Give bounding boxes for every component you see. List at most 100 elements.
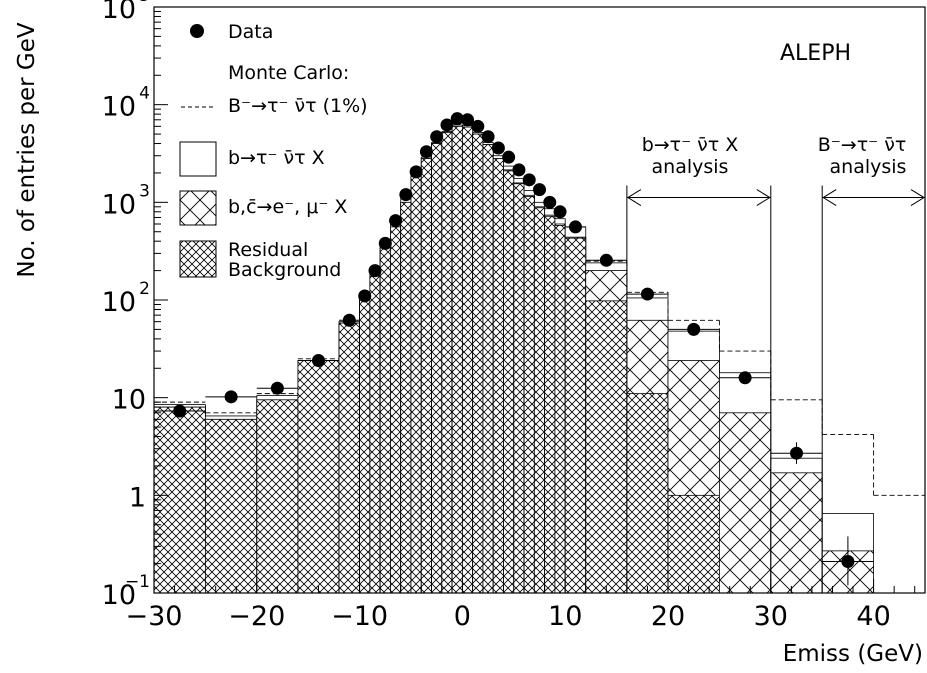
data-point-3 — [311, 354, 325, 368]
data-point-19 — [502, 150, 516, 164]
bar-residual-15 — [461, 126, 474, 594]
excl-analysis-title: B⁻→τ⁻ ν̄τ — [818, 134, 907, 156]
legend-lepton-swatch — [179, 190, 217, 226]
legend-data-label: Data — [228, 21, 273, 43]
y-tick-exp-0: −1 — [125, 572, 150, 592]
legend-mc-header: Monte Carlo: — [228, 62, 349, 84]
data-point-20 — [512, 163, 526, 177]
y-tick-label-6: 10 — [102, 0, 136, 25]
bar-lepton-30 — [770, 472, 823, 594]
bar-residual-18 — [492, 158, 504, 594]
legend-btaunu-swatch — [179, 141, 217, 177]
x-tick-label-0: −30 — [126, 601, 183, 632]
bar-residual-23 — [544, 215, 556, 594]
data-point-18 — [491, 141, 505, 155]
data-point-17 — [481, 130, 495, 144]
bar-residual-10 — [410, 175, 422, 594]
legend-signal-label: B⁻→τ⁻ ν̄τ (1%) — [228, 95, 368, 117]
data-point-7 — [378, 236, 392, 250]
bar-residual-25 — [564, 237, 587, 594]
y-tick-exp-3: 2 — [139, 279, 150, 299]
excl-region-arrow-left-head — [822, 189, 837, 206]
x-tick-label-7: 40 — [856, 601, 890, 632]
bar-residual-4 — [338, 322, 361, 594]
bar-residual-0 — [153, 406, 206, 594]
aleph-label: ALEPH — [780, 41, 851, 66]
legend-btaunu-label: b→τ⁻ ν̄τ X — [228, 147, 325, 169]
bar-residual-17 — [482, 144, 494, 594]
data-point-23 — [543, 195, 557, 209]
y-tick-label-2: 10 — [112, 385, 146, 416]
incl-region-arrow-right-head — [756, 189, 771, 206]
x-tick-label-3: 0 — [454, 601, 471, 632]
y-tick-exp-5: 4 — [139, 84, 150, 104]
x-axis-title: Emiss (GeV) — [783, 641, 923, 667]
y-tick-label-5: 10 — [102, 92, 136, 123]
bar-residual-12 — [431, 143, 443, 594]
legend-data-marker — [190, 24, 204, 38]
data-point-2 — [270, 381, 284, 395]
data-point-13 — [440, 118, 454, 132]
bar-residual-3 — [297, 360, 340, 594]
bar-residual-26 — [585, 300, 628, 594]
analysis-annotations-layer — [626, 185, 925, 593]
x-tick-label-4: 10 — [548, 601, 582, 632]
y-tick-exp-4: 3 — [139, 181, 150, 201]
data-point-5 — [358, 289, 372, 303]
y-tick-label-0: 10 — [102, 580, 136, 611]
data-point-22 — [533, 183, 546, 197]
data-point-28 — [687, 322, 701, 336]
y-tick-label-1: 1 — [129, 482, 146, 513]
bar-residual-9 — [400, 201, 412, 594]
bar-residual-21 — [523, 196, 535, 594]
excl-analysis-word: analysis — [830, 156, 907, 178]
data-point-25 — [568, 220, 582, 234]
data-point-24 — [553, 205, 567, 219]
bar-residual-2 — [256, 399, 299, 594]
bar-residual-5 — [359, 299, 371, 594]
incl-analysis-word: analysis — [652, 156, 729, 178]
legend-lepton-label: b,c̄→e⁻, μ⁻ X — [228, 196, 347, 218]
bar-lepton-29 — [719, 412, 772, 594]
data-point-12 — [430, 130, 444, 144]
legend-residual-label-1: Residual — [228, 239, 308, 261]
legend-residual-swatch — [179, 240, 217, 278]
incl-region-arrow-left-head — [626, 189, 642, 206]
y-axis-title: No. of entries per GeV — [14, 22, 40, 278]
x-tick-label-6: 30 — [754, 601, 788, 632]
y-tick-label-3: 10 — [102, 287, 136, 318]
y-tick-exp-6: 5 — [139, 0, 150, 6]
data-point-11 — [419, 145, 433, 159]
bar-residual-24 — [554, 225, 566, 594]
bar-residual-16 — [472, 133, 484, 594]
data-point-16 — [471, 119, 485, 133]
x-tick-label-5: 20 — [651, 601, 685, 632]
data-point-0 — [173, 404, 187, 418]
y-tick-label-4: 10 — [102, 189, 136, 220]
incl-analysis-title: b→τ⁻ ν̄τ X — [642, 134, 739, 156]
bar-residual-27 — [626, 393, 669, 594]
bar-residual-13 — [441, 132, 453, 594]
data-point-10 — [409, 165, 423, 179]
data-point-1 — [224, 390, 238, 404]
data-point-4 — [342, 313, 356, 327]
x-tick-label-1: −20 — [228, 601, 285, 632]
legend: Data Monte Carlo: B⁻→τ⁻ ν̄τ (1%) b→τ⁻ ν̄… — [179, 21, 368, 281]
bar-residual-11 — [420, 158, 432, 594]
data-point-6 — [368, 264, 382, 278]
data-point-9 — [399, 188, 413, 202]
data-point-30 — [790, 446, 803, 460]
legend-residual-label-2: Background — [228, 259, 341, 281]
excl-region-arrow-right-head — [910, 189, 925, 206]
data-point-29 — [738, 371, 752, 385]
bar-residual-19 — [503, 170, 515, 594]
x-tick-label-2: −10 — [331, 601, 388, 632]
data-point-14 — [450, 112, 464, 126]
data-points-layer — [154, 112, 874, 586]
bar-residual-20 — [513, 183, 525, 594]
bar-residual-8 — [390, 226, 402, 594]
data-point-21 — [522, 173, 536, 187]
data-point-8 — [389, 214, 403, 228]
